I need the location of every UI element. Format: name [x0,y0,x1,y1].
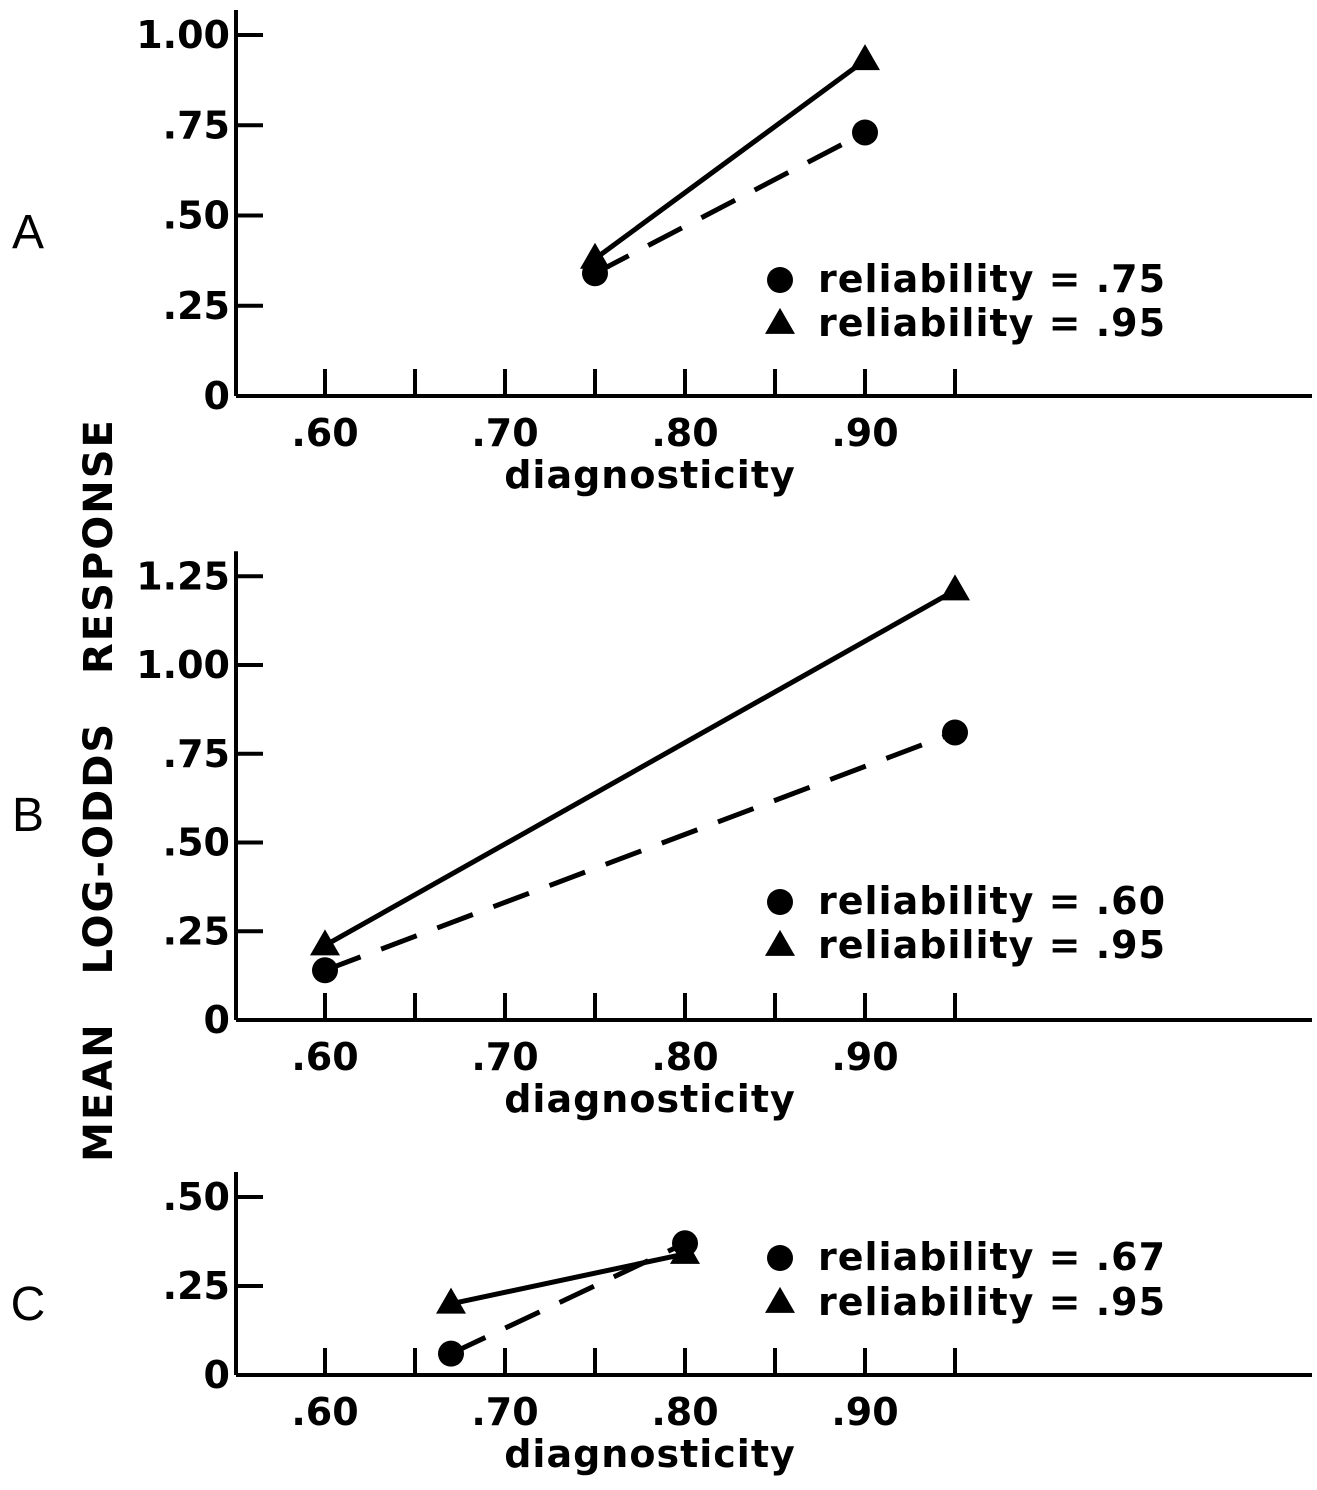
x-tick-label: .90 [831,1390,898,1434]
x-axis-label: diagnosticity [504,1432,796,1476]
shared-y-axis-label: MEAN LOG-ODDS RESPONSE [76,418,122,1162]
legend-label: reliability = .67 [818,1235,1166,1279]
y-tick-label: .75 [163,732,230,776]
y-tick-label: 0 [204,1353,230,1397]
x-tick-label: .60 [291,1390,358,1434]
legend-triangle-icon [765,1286,795,1313]
y-tick-label: .50 [163,821,230,865]
data-point-circle [312,957,338,984]
data-point-circle [438,1340,464,1367]
y-tick-label: .25 [163,1264,230,1308]
data-point-circle [942,719,968,746]
legend-label: reliability = .95 [818,301,1166,345]
x-tick-label: .80 [651,411,718,455]
panel-letter: A [12,206,44,259]
y-tick-label: .75 [163,103,230,147]
series-line [324,730,956,973]
series-line [323,588,957,948]
data-point-triangle [940,574,970,601]
data-point-triangle [436,1287,466,1314]
x-tick-label: .80 [651,1035,718,1079]
legend-label: reliability = .95 [818,1280,1166,1324]
y-tick-label: .25 [163,909,230,953]
x-tick-label: .70 [471,411,538,455]
panel-b: B 0 .25 .50 .75 1.00 1.25 .60 .70 .80 .90 diagnosti… [12,551,1312,1121]
y-tick-label: 0 [204,998,230,1042]
y-tick-label: 0 [204,374,230,418]
y-tick-label: 1.00 [136,13,230,57]
y-tick-label: .25 [163,284,230,328]
legend-label: reliability = .60 [818,879,1166,923]
legend-triangle-icon [765,929,795,956]
legend-label: reliability = .75 [818,257,1166,301]
legend-label: reliability = .95 [818,923,1166,967]
panel-letter: B [12,789,44,842]
x-tick-label: .80 [651,1390,718,1434]
legend-triangle-icon [765,307,795,334]
x-tick-label: .90 [831,1035,898,1079]
x-axis-label: diagnosticity [504,453,796,497]
x-tick-label: .60 [291,411,358,455]
series-line [593,58,867,261]
x-tick-label: .70 [471,1035,538,1079]
data-point-circle [852,119,878,146]
x-tick-label: .90 [831,411,898,455]
data-point-triangle [580,242,610,269]
legend-circle-icon [767,1245,793,1271]
series-line [450,1251,686,1307]
x-axis-label: diagnosticity [504,1077,796,1121]
y-tick-label: 1.00 [136,643,230,687]
y-tick-label: .50 [163,194,230,238]
y-tick-label: 1.25 [136,554,230,598]
series-line [593,130,867,276]
x-tick-label: .70 [471,1390,538,1434]
data-point-triangle [670,1237,700,1264]
panel-letter: C [11,1278,46,1331]
panel-a: A 0 .25 .50 .75 1.00 .60 .70 .80 .90 diagnosticity… [12,10,1312,497]
data-point-triangle [310,929,340,956]
panel-c: C 0 .25 .50 .60 .70 .80 .90 diagnosticity reliabi… [11,1172,1312,1476]
data-point-triangle [850,44,880,71]
legend-circle-icon [767,267,793,293]
legend-circle-icon [767,889,793,915]
y-tick-label: .50 [163,1175,230,1219]
x-tick-label: .60 [291,1035,358,1079]
